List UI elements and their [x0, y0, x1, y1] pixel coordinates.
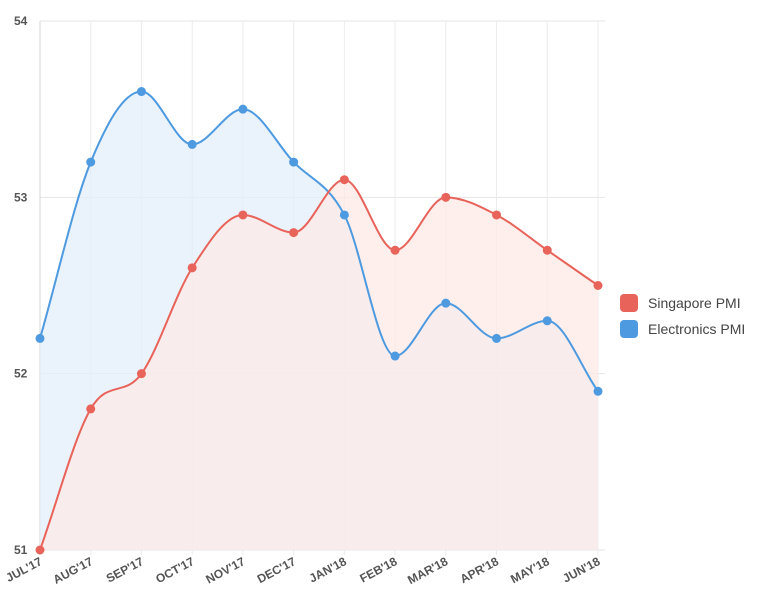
data-point[interactable] — [238, 104, 248, 114]
data-point[interactable] — [492, 333, 502, 343]
series-area — [40, 179, 598, 550]
y-tick-label: 54 — [14, 14, 28, 28]
data-point[interactable] — [187, 263, 197, 273]
data-point[interactable] — [441, 298, 451, 308]
data-point[interactable] — [35, 545, 45, 555]
data-point[interactable] — [86, 157, 96, 167]
data-point[interactable] — [542, 245, 552, 255]
y-tick-label: 51 — [14, 543, 28, 557]
legend: Singapore PMI Electronics PMI — [620, 290, 745, 342]
x-tick-label: MAR'18 — [405, 554, 450, 587]
legend-swatch — [620, 294, 638, 312]
x-tick-label: JAN'18 — [307, 554, 349, 585]
y-axis-ticks: 51 52 53 54 — [14, 14, 28, 557]
data-point[interactable] — [593, 281, 603, 290]
data-point[interactable] — [136, 369, 146, 379]
x-tick-label: NOV'17 — [203, 554, 247, 586]
data-point[interactable] — [289, 157, 299, 167]
data-point[interactable] — [187, 139, 197, 149]
legend-label: Singapore PMI — [648, 295, 741, 311]
legend-item-electronics-pmi[interactable]: Electronics PMI — [620, 316, 745, 342]
x-axis-ticks: JUL'17 AUG'17 SEP'17 OCT'17 NOV'17 DEC'17 JAN'… — [4, 554, 603, 587]
data-point[interactable] — [35, 333, 45, 343]
data-point[interactable] — [542, 316, 552, 326]
data-point[interactable] — [492, 210, 502, 220]
y-tick-label: 53 — [14, 190, 28, 204]
legend-item-singapore-pmi[interactable]: Singapore PMI — [620, 290, 745, 316]
x-tick-label: JUN'18 — [560, 554, 602, 585]
x-tick-label: JUL'17 — [4, 554, 45, 585]
data-point[interactable] — [86, 404, 96, 414]
x-tick-label: SEP'17 — [104, 554, 146, 585]
data-point[interactable] — [289, 228, 299, 238]
x-tick-label: OCT'17 — [153, 554, 197, 586]
data-point[interactable] — [136, 87, 146, 97]
series-areas — [40, 91, 598, 551]
x-tick-label: MAY'18 — [508, 554, 552, 586]
data-point[interactable] — [339, 210, 349, 220]
x-tick-label: AUG'17 — [51, 554, 96, 587]
legend-label: Electronics PMI — [648, 321, 746, 337]
x-tick-label: APR'18 — [458, 554, 502, 586]
x-tick-label: FEB'18 — [357, 554, 399, 585]
x-tick-label: DEC'17 — [255, 554, 299, 586]
legend-swatch — [620, 320, 638, 338]
y-tick-label: 52 — [14, 367, 28, 381]
series-points — [35, 87, 603, 555]
data-point[interactable] — [390, 245, 400, 255]
data-point[interactable] — [390, 351, 400, 361]
data-point[interactable] — [238, 210, 248, 220]
data-point[interactable] — [593, 386, 603, 396]
data-point[interactable] — [339, 175, 349, 185]
data-point[interactable] — [441, 192, 451, 202]
